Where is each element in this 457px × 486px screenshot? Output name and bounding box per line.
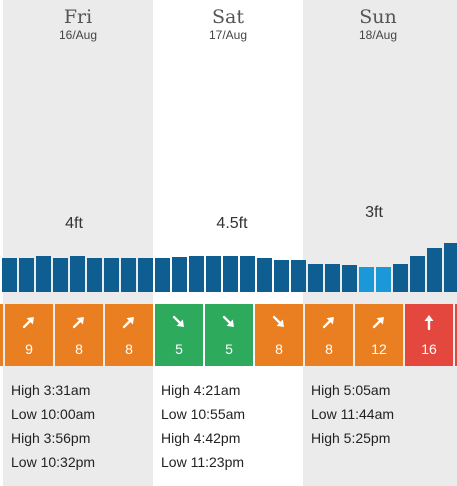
wind-cell: 12 <box>355 304 403 366</box>
day-header-sat: Sat 17/Aug <box>153 6 303 42</box>
wind-speed: 8 <box>325 341 333 357</box>
tide-entry: High 5:05am <box>311 382 391 398</box>
wave-height-sat: 4.5ft <box>216 215 248 232</box>
wave-bar <box>138 258 153 292</box>
wave-bar <box>87 258 102 292</box>
fri-column <box>3 0 153 486</box>
wind-cell: 8 <box>55 304 103 366</box>
sun-column <box>303 0 457 486</box>
wave-bar <box>444 243 457 292</box>
wind-direction-arrow-icon <box>405 313 453 331</box>
tides-fri: High 3:31am Low 10:00am High 3:56pm Low … <box>11 378 151 474</box>
wave-bar <box>274 260 289 292</box>
wave-bar <box>325 264 340 292</box>
wave-bar <box>257 258 272 292</box>
tides-sun: High 5:05am Low 11:44am High 5:25pm <box>311 378 451 450</box>
wave-bar <box>342 265 357 292</box>
wind-direction-arrow-icon <box>155 313 203 331</box>
day-date: 17/Aug <box>208 28 248 42</box>
wind-speed: 8 <box>275 341 283 357</box>
sat-column <box>153 0 303 486</box>
wave-height-fri: 4ft <box>65 215 83 232</box>
wind-direction-arrow-icon <box>305 313 353 331</box>
wind-cell-edge <box>0 304 3 366</box>
wave-bar <box>53 258 68 292</box>
wind-cell: 8 <box>305 304 353 366</box>
tide-entry: High 4:42pm <box>161 430 241 446</box>
wind-direction-arrow-icon <box>5 313 53 331</box>
wave-bar <box>359 267 374 292</box>
wave-bar <box>172 257 187 292</box>
tide-entry: Low 10:32pm <box>11 454 96 470</box>
wave-bar <box>410 256 425 292</box>
wave-bar <box>308 264 323 292</box>
wind-cell: 5 <box>155 304 203 366</box>
tide-entry: High 3:31am <box>11 382 91 398</box>
wind-speed: 9 <box>25 341 33 357</box>
day-date: 18/Aug <box>358 28 398 42</box>
wave-bar <box>427 248 442 292</box>
wind-speed: 8 <box>125 341 133 357</box>
wind-speed: 5 <box>175 341 183 357</box>
wind-cell: 8 <box>105 304 153 366</box>
wave-bar <box>104 258 119 292</box>
wave-bar <box>376 267 391 292</box>
wave-bar <box>70 256 85 292</box>
day-name: Sat <box>212 6 244 28</box>
wave-bar <box>19 258 34 292</box>
tide-entry: High 3:56pm <box>11 430 91 446</box>
wind-speed: 12 <box>371 341 387 357</box>
wind-direction-arrow-icon <box>355 313 403 331</box>
tide-entry: High 4:21am <box>161 382 241 398</box>
wave-bar <box>291 260 306 292</box>
tide-entry: High 5:25pm <box>311 430 391 446</box>
wind-strip: 9 8 8 5 5 8 8 12 16 <box>0 304 457 366</box>
wind-speed: 16 <box>421 341 437 357</box>
wave-bar <box>121 258 136 292</box>
tide-entry: Low 11:23pm <box>161 454 245 470</box>
wind-cell: 5 <box>205 304 253 366</box>
wind-speed: 8 <box>75 341 83 357</box>
wind-direction-arrow-icon <box>105 313 153 331</box>
wave-height-sun: 3ft <box>365 204 383 221</box>
wind-cell: 8 <box>255 304 303 366</box>
wind-direction-arrow-icon <box>205 313 253 331</box>
day-name: Fri <box>63 6 93 28</box>
tide-entry: Low 10:55am <box>161 406 246 422</box>
wave-bar <box>206 256 221 292</box>
wave-bar <box>223 256 238 292</box>
wave-bar <box>393 264 408 292</box>
day-header-sun: Sun 18/Aug <box>303 6 453 42</box>
day-header-fri: Fri 16/Aug <box>3 6 153 42</box>
wave-bar <box>155 258 170 292</box>
wind-cell-edge <box>455 304 457 366</box>
wind-direction-arrow-icon <box>255 313 303 331</box>
wind-cell: 9 <box>5 304 53 366</box>
tides-sat: High 4:21am Low 10:55am High 4:42pm Low … <box>161 378 301 474</box>
day-date: 16/Aug <box>58 28 98 42</box>
wave-bar <box>36 256 51 292</box>
wave-bar <box>240 256 255 292</box>
wave-bar <box>2 258 17 292</box>
wave-bar <box>189 256 204 292</box>
tide-entry: Low 11:44am <box>311 406 395 422</box>
day-name: Sun <box>359 6 397 28</box>
wind-speed: 5 <box>225 341 233 357</box>
tide-entry: Low 10:00am <box>11 406 96 422</box>
wind-cell: 16 <box>405 304 453 366</box>
wind-direction-arrow-icon <box>55 313 103 331</box>
